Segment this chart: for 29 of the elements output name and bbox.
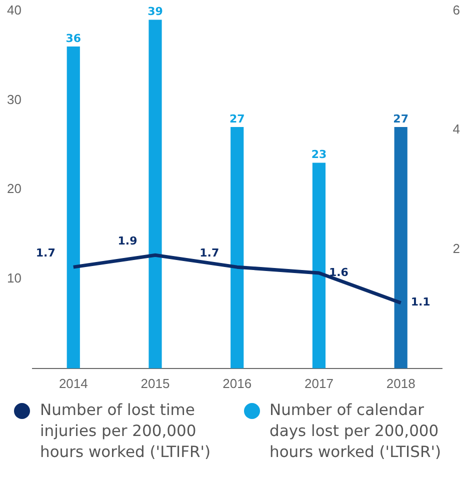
y-tick-label: 30 xyxy=(6,92,22,107)
data-label: 39 xyxy=(148,5,163,18)
data-label: 27 xyxy=(229,112,245,126)
bar xyxy=(312,162,326,368)
bar xyxy=(66,46,80,368)
legend-label: Number of calendar days lost per 200,000 hours worked ('LTISR') xyxy=(270,400,442,463)
y-tick-label: 10 xyxy=(6,270,22,286)
y2-tick-label: 4 xyxy=(452,122,460,137)
data-label: 27 xyxy=(393,112,408,126)
bar xyxy=(148,20,162,368)
x-tick-label: 2014 xyxy=(58,376,88,391)
y2-tick-label: 2 xyxy=(452,240,460,256)
data-label: 36 xyxy=(66,32,82,45)
data-label: 1.6 xyxy=(328,266,349,279)
x-tick-label: 2018 xyxy=(386,376,416,391)
x-tick-label: 2017 xyxy=(304,376,334,391)
y-tick-label: 20 xyxy=(6,181,22,196)
x-tick-label: 2015 xyxy=(140,376,170,391)
data-label: 1.1 xyxy=(410,296,430,309)
bar xyxy=(394,127,408,368)
data-label: 1.7 xyxy=(36,246,56,260)
y2-tick-label: 6 xyxy=(452,2,460,18)
bar xyxy=(230,127,244,368)
data-label: 23 xyxy=(311,148,327,162)
data-label: 1.7 xyxy=(200,246,220,260)
x-tick-label: 2016 xyxy=(222,376,252,391)
legend-label: Number of lost time injuries per 200,000 hours worked ('LTIFR') xyxy=(40,400,212,463)
y-tick-label: 40 xyxy=(6,2,22,18)
data-label: 1.9 xyxy=(118,234,138,248)
